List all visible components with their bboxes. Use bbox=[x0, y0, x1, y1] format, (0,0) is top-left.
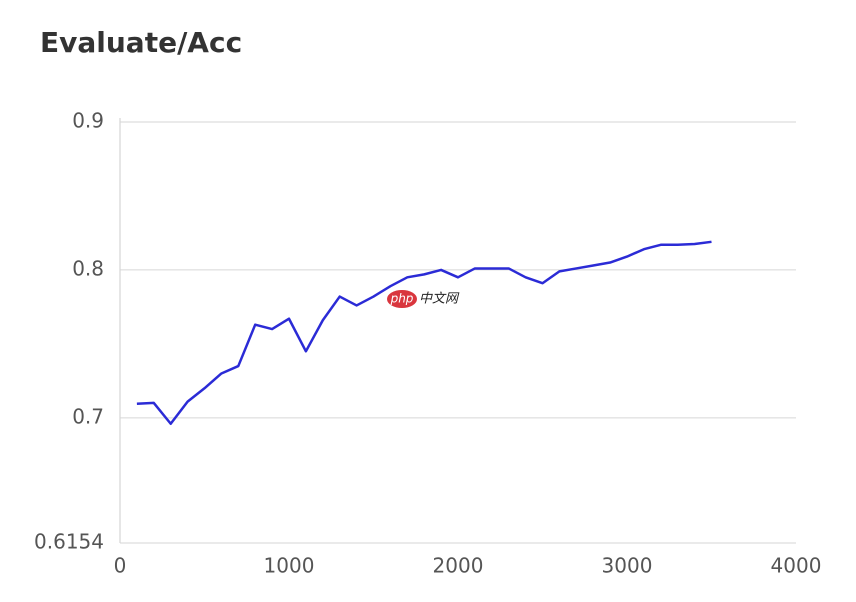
watermark-badge bbox=[387, 290, 417, 308]
x-tick-label: 2000 bbox=[433, 554, 484, 578]
y-tick-label: 0.6154 bbox=[34, 530, 104, 554]
chart-title: Evaluate/Acc bbox=[40, 26, 242, 59]
y-tick-label: 0.7 bbox=[72, 404, 104, 428]
x-tick-label: 1000 bbox=[264, 554, 315, 578]
y-tick-label: 0.8 bbox=[72, 256, 104, 280]
watermark: php 中文网 bbox=[387, 290, 460, 308]
watermark-text: php bbox=[390, 292, 414, 306]
x-tick-label: 3000 bbox=[602, 554, 653, 578]
y-tick-label: 0.9 bbox=[72, 109, 104, 133]
watermark-text: 中文网 bbox=[419, 291, 460, 307]
line-series bbox=[136, 240, 712, 426]
x-tick-label: 4000 bbox=[771, 554, 822, 578]
x-tick-label: 0 bbox=[114, 554, 127, 578]
